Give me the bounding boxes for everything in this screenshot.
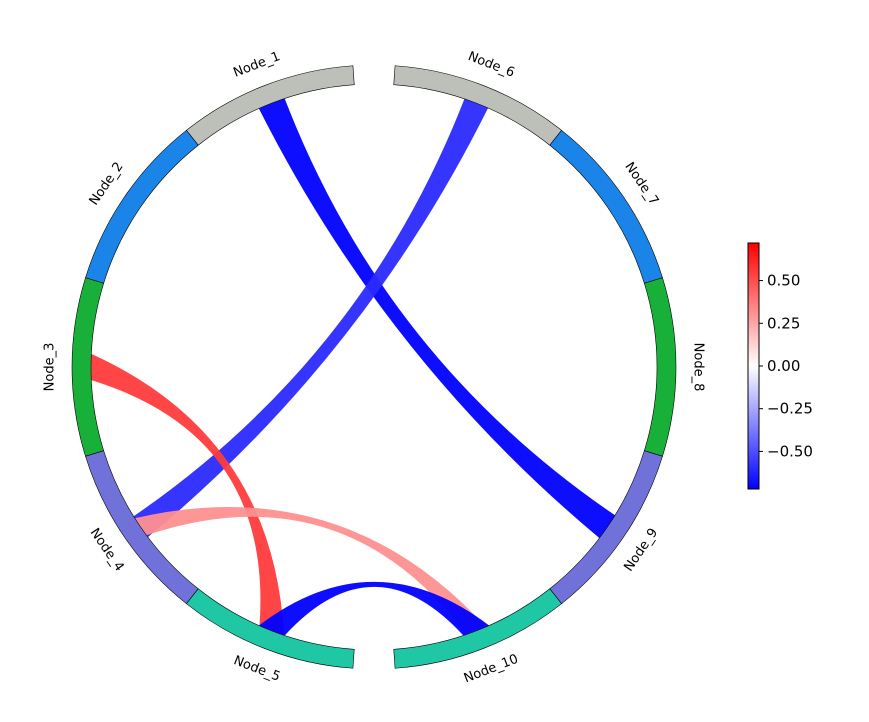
node-arc-node-4 [85, 450, 199, 605]
colorbar-gradient [747, 242, 760, 490]
node-label-node-2: Node_2 [87, 160, 127, 209]
node-arc-node-7 [549, 129, 663, 284]
node-label-node-9: Node_9 [621, 526, 661, 575]
node-label-node-8: Node_8 [691, 343, 706, 392]
chord-link-node-1-node-9 [258, 98, 616, 539]
node-arc-node-5 [185, 588, 355, 669]
chord-link-node-3-node-5 [90, 353, 285, 636]
chord-links [90, 98, 616, 636]
chord-link-node-6-node-4 [133, 98, 489, 538]
node-label-node-3: Node_3 [43, 343, 58, 392]
chord-link-node-5-node-10 [258, 581, 490, 636]
node-arc-node-1 [185, 65, 355, 146]
node-arc-node-3 [71, 277, 105, 457]
colorbar-tick-label: −0.25 [767, 400, 813, 418]
node-label-node-1: Node_1 [231, 49, 282, 81]
node-label-node-5: Node_5 [231, 653, 282, 685]
node-arcs [71, 65, 677, 669]
node-labels: Node_1 Node_2 Node_3 Node_4 Node_5 Node_6 Node… [43, 49, 706, 686]
node-arc-node-2 [85, 129, 199, 284]
node-label-node-4: Node_4 [87, 526, 127, 575]
node-label-node-6: Node_6 [466, 49, 517, 81]
chord-link-node-4-node-10 [134, 506, 486, 635]
node-label-node-10: Node_10 [462, 652, 521, 687]
colorbar-tick-label: 0.00 [767, 357, 800, 375]
node-arc-node-10 [393, 588, 563, 669]
node-arc-node-8 [643, 277, 677, 457]
node-label-node-7: Node_7 [621, 160, 661, 209]
colorbar-tick-label: 0.50 [767, 272, 800, 290]
colorbar-tick-label: −0.50 [767, 442, 813, 460]
colorbar-ticks: 0.50 0.25 0.00 −0.25 −0.50 [759, 272, 813, 460]
colorbar-tick-label: 0.25 [767, 314, 800, 332]
colorbar: 0.50 0.25 0.00 −0.25 −0.50 [747, 242, 813, 490]
